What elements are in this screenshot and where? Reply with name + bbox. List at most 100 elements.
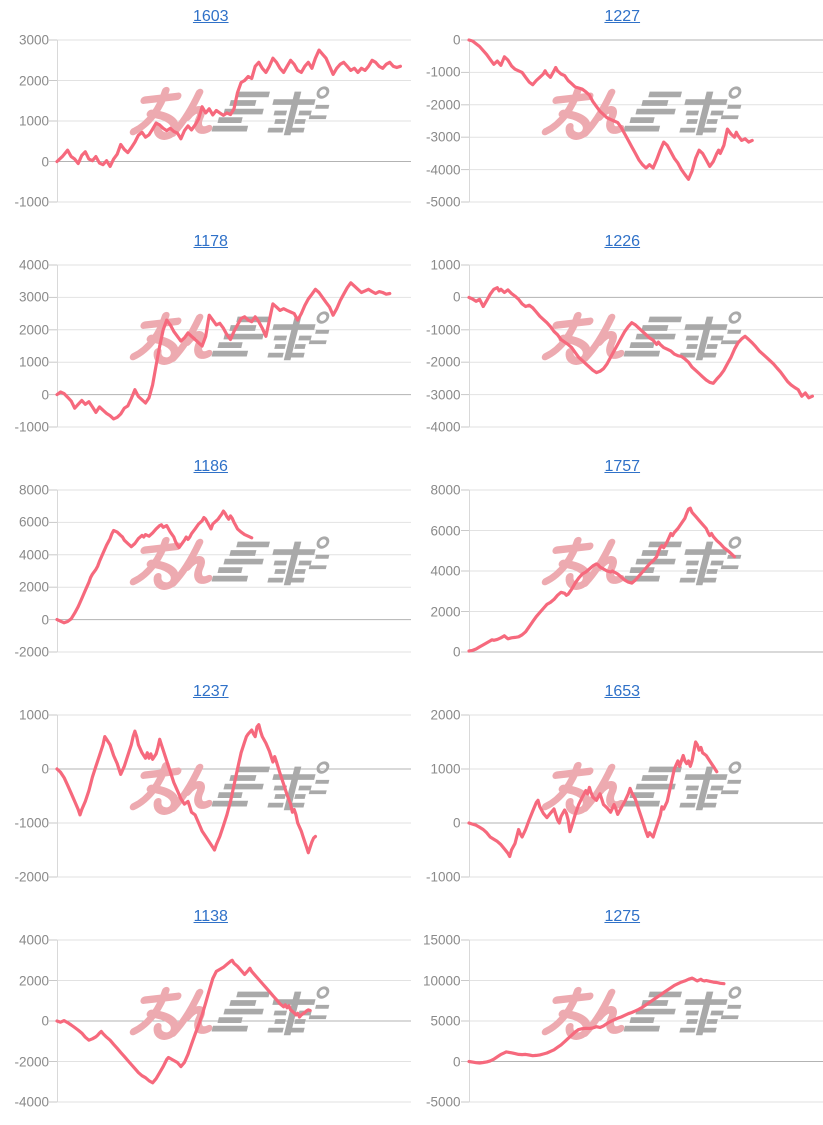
slump-line <box>55 509 254 625</box>
slump-line <box>466 286 814 400</box>
y-tick-label: 2000 <box>18 322 49 338</box>
plot-area <box>49 939 411 1103</box>
y-tick-label: -1000 <box>425 869 461 885</box>
y-tick-label: -2000 <box>425 354 461 370</box>
y-tick-label: 1000 <box>18 707 49 723</box>
chart-card: 1186 8000 6000 4000 2000 0 -2000 <box>0 450 412 675</box>
chart-card: 1757 8000 6000 4000 2000 0 <box>412 450 823 675</box>
y-tick-label: 2000 <box>18 973 49 988</box>
y-axis-labels: 1000 0 -1000 -2000 -3000 -4000 <box>412 258 461 435</box>
plot-area <box>460 489 823 653</box>
y-tick-label: -3000 <box>425 387 461 403</box>
chart-link[interactable]: 1226 <box>604 233 641 250</box>
y-tick-label: 4000 <box>18 932 49 948</box>
y-tick-label: 0 <box>41 761 49 777</box>
y-axis-labels: 4000 3000 2000 1000 0 -1000 <box>0 258 49 435</box>
chart-card: 1603 3000 2000 1000 0 -1000 <box>0 0 412 225</box>
plot-area <box>460 939 823 1103</box>
y-tick-label: -4000 <box>425 162 461 178</box>
y-tick-label: 6000 <box>430 523 461 538</box>
y-tick-label: 0 <box>41 1013 49 1029</box>
chart-card: 1226 1000 0 -1000 -2000 -3000 -4000 <box>412 225 823 450</box>
y-tick-label: 1000 <box>18 113 49 129</box>
y-axis-labels: 8000 6000 4000 2000 0 <box>412 483 461 660</box>
plot-area <box>49 714 411 878</box>
chart-card: 1237 1000 0 -1000 -2000 <box>0 675 412 900</box>
y-tick-label: -4000 <box>14 1094 49 1110</box>
y-tick-label: 4000 <box>18 547 49 563</box>
y-tick-label: 8000 <box>430 482 461 498</box>
y-tick-label: -2000 <box>14 869 49 885</box>
y-tick-label: 0 <box>452 1054 461 1069</box>
chart-link[interactable]: 1757 <box>604 458 641 475</box>
y-tick-label: 2000 <box>18 73 49 88</box>
y-tick-label: 6000 <box>18 514 49 530</box>
chart-grid-lines <box>460 39 823 203</box>
y-axis-labels: 15000 10000 5000 0 -5000 <box>412 933 461 1110</box>
plot-area <box>49 264 411 428</box>
y-axis-labels: 8000 6000 4000 2000 0 -2000 <box>0 483 49 660</box>
y-tick-label: -3000 <box>425 129 461 145</box>
y-tick-label: 0 <box>452 644 461 660</box>
y-tick-label: -1000 <box>14 419 49 435</box>
y-tick-label: 1000 <box>18 354 49 370</box>
y-tick-label: -2000 <box>14 1054 49 1069</box>
slump-line <box>466 740 718 859</box>
chart-grid-lines <box>460 264 823 428</box>
y-tick-label: 3000 <box>18 32 49 48</box>
chart-link[interactable]: 1227 <box>604 8 641 25</box>
chart-link[interactable]: 1178 <box>193 233 228 250</box>
y-tick-label: 1000 <box>430 257 461 273</box>
y-tick-label: -5000 <box>425 1094 461 1110</box>
y-tick-label: 4000 <box>430 563 461 579</box>
y-tick-label: 2000 <box>18 579 49 595</box>
y-tick-label: 0 <box>452 32 461 48</box>
y-tick-label: 0 <box>452 815 461 831</box>
chart-link[interactable]: 1186 <box>193 458 228 475</box>
plot-area <box>460 264 823 428</box>
y-axis-labels: 0 -1000 -2000 -3000 -4000 -5000 <box>412 33 461 210</box>
plot-area <box>460 38 823 203</box>
y-tick-label: 4000 <box>18 257 49 273</box>
y-tick-label: 0 <box>41 612 49 628</box>
plot-area <box>49 39 411 203</box>
slump-line <box>466 38 754 181</box>
y-tick-label: 2000 <box>430 604 461 619</box>
chart-grid-lines <box>49 714 411 878</box>
y-axis-labels: 3000 2000 1000 0 -1000 <box>0 33 49 210</box>
y-tick-label: 8000 <box>18 482 49 498</box>
y-tick-label: 0 <box>41 387 49 403</box>
y-tick-label: -1000 <box>14 194 49 210</box>
y-tick-label: 5000 <box>430 1013 461 1029</box>
y-tick-label: 1000 <box>430 761 461 777</box>
y-tick-label: -1000 <box>14 815 49 831</box>
y-axis-labels: 4000 2000 0 -2000 -4000 <box>0 933 49 1110</box>
chart-link[interactable]: 1275 <box>604 908 641 925</box>
y-tick-label: 10000 <box>422 973 461 988</box>
chart-card: 1138 4000 2000 0 -2000 -4000 <box>0 900 412 1125</box>
chart-link[interactable]: 1653 <box>604 683 641 700</box>
chart-card: 1227 0 -1000 -2000 -3000 -4000 -5000 <box>412 0 823 225</box>
y-tick-label: -2000 <box>425 97 461 113</box>
chart-link[interactable]: 1138 <box>193 908 228 925</box>
slump-line <box>466 976 725 1065</box>
y-tick-label: 15000 <box>422 932 461 948</box>
slump-line <box>55 48 402 169</box>
slump-line <box>466 506 736 653</box>
y-tick-label: -1000 <box>425 322 461 338</box>
chart-link[interactable]: 1603 <box>192 8 229 25</box>
y-tick-label: -2000 <box>14 644 49 660</box>
y-tick-label: 0 <box>452 289 461 305</box>
y-tick-label: 0 <box>41 154 49 169</box>
y-tick-label: 2000 <box>430 707 461 723</box>
y-axis-labels: 1000 0 -1000 -2000 <box>0 708 49 885</box>
chart-card: 1275 15000 10000 5000 0 -5000 <box>412 900 823 1125</box>
chart-card: 1178 4000 3000 2000 1000 0 -1000 <box>0 225 412 450</box>
y-tick-label: -1000 <box>425 64 461 80</box>
slump-line <box>55 281 392 421</box>
chart-link[interactable]: 1237 <box>192 683 229 700</box>
slump-line <box>55 958 312 1085</box>
y-tick-label: -4000 <box>425 419 461 435</box>
y-tick-label: -5000 <box>425 194 461 210</box>
